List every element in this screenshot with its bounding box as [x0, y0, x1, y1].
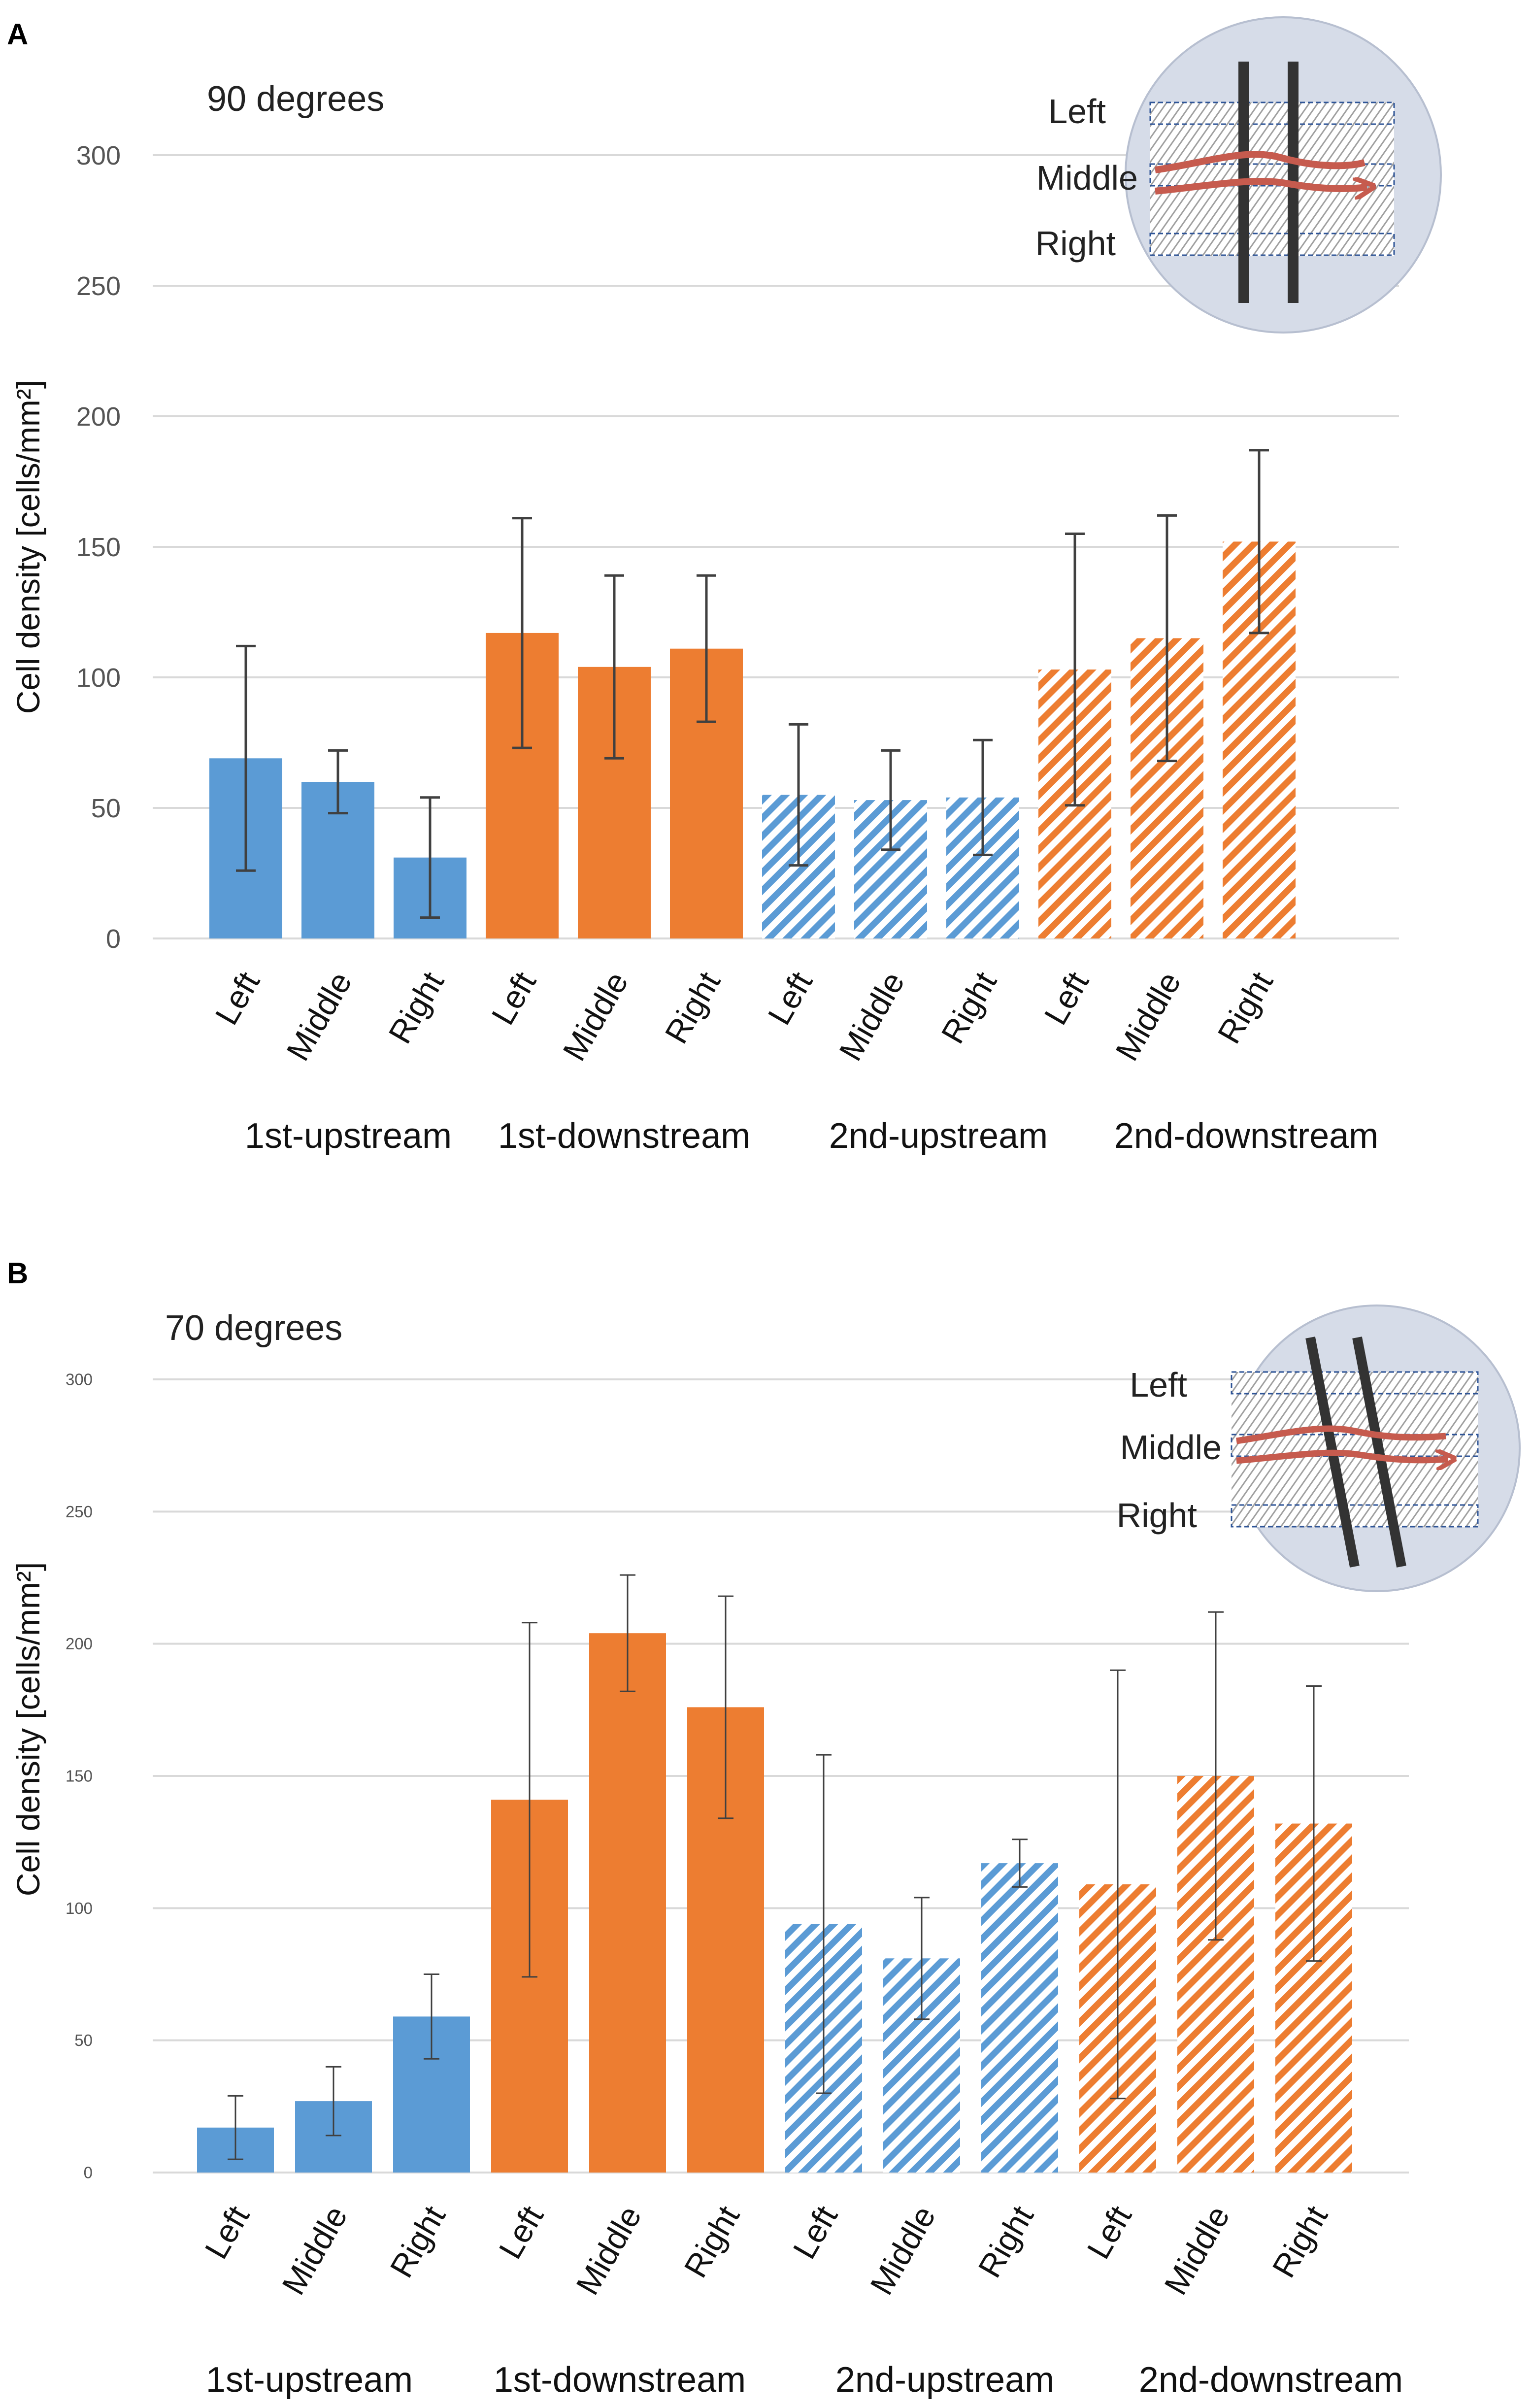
category-label: Right	[383, 2200, 452, 2283]
y-tick-label: 100	[76, 663, 121, 693]
category-label: Middle	[275, 2200, 354, 2301]
category-label: Right	[381, 966, 451, 1049]
panel-a-title: 90 degrees	[207, 79, 384, 119]
panel-b-channel-schematic: Left Middle Right	[1117, 1304, 1521, 1592]
schematic-label-right: Right	[1035, 224, 1116, 263]
schematic-flow-upper	[1236, 1425, 1446, 1444]
category-label: Middle	[863, 2200, 942, 2301]
bar	[589, 1633, 666, 2173]
panel-a-error-bars	[236, 449, 1269, 919]
panel-a: A 90 degrees Cell density [cells/mm²] 0 5…	[7, 16, 1442, 1156]
category-label: Left	[761, 966, 819, 1031]
schematic-channel	[1232, 1372, 1478, 1527]
group-label: 2nd-upstream	[829, 1116, 1048, 1156]
panel-b-y-axis-label: Cell density [cells/mm²]	[10, 1562, 46, 1896]
y-tick-label: 200	[66, 1635, 93, 1653]
schematic-label-right: Right	[1117, 1496, 1197, 1535]
y-tick-label: 300	[76, 141, 121, 170]
schematic-right-region	[1231, 1504, 1479, 1528]
category-label: Right	[971, 2200, 1040, 2283]
schematic-flow-arrow	[1155, 181, 1367, 191]
schematic-right-region	[1149, 233, 1395, 256]
panel-b-title: 70 degrees	[165, 1308, 342, 1348]
schematic-second-barrier	[1352, 1337, 1406, 1568]
y-tick-label: 50	[91, 794, 121, 823]
y-tick-label: 150	[66, 1767, 93, 1785]
bar	[981, 1863, 1058, 2173]
panel-letter-a: A	[7, 18, 28, 51]
category-label: Right	[1265, 2200, 1334, 2283]
group-label: 1st-upstream	[245, 1116, 452, 1156]
y-tick-label: 0	[106, 924, 121, 954]
schematic-label-middle: Middle	[1120, 1428, 1222, 1467]
panel-b-group-labels: 1st-upstream 1st-downstream 2nd-upstream 2n…	[206, 2360, 1403, 2400]
category-label: Middle	[832, 966, 911, 1067]
group-label: 2nd-downstream	[1139, 2360, 1403, 2400]
category-label: Left	[208, 966, 266, 1031]
y-tick-label: 150	[76, 533, 121, 562]
schematic-label-left: Left	[1048, 92, 1106, 131]
category-label: Left	[1037, 966, 1096, 1031]
schematic-left-region	[1149, 101, 1395, 125]
panel-b-error-bars	[228, 1574, 1322, 2160]
group-label: 1st-downstream	[498, 1116, 750, 1156]
category-label: Left	[198, 2200, 256, 2265]
y-tick-label: 0	[84, 2164, 93, 2182]
panel-b-bars	[197, 1633, 1352, 2173]
y-tick-label: 250	[76, 271, 121, 301]
category-label: Right	[658, 966, 727, 1049]
panel-letter-b: B	[7, 1257, 28, 1290]
y-tick-label: 200	[76, 402, 121, 432]
y-tick-label: 100	[66, 1899, 93, 1917]
panel-a-bars	[209, 541, 1296, 938]
category-label: Right	[677, 2200, 746, 2283]
group-label: 1st-downstream	[494, 2360, 746, 2400]
panel-b: B 70 degrees Cell density [cells/mm²] 0 5…	[7, 1257, 1521, 2400]
category-label: Left	[786, 2200, 844, 2265]
panel-b-y-tick-labels: 0 50 100 150 200 250 300	[66, 1371, 93, 2182]
group-label: 1st-upstream	[206, 2360, 413, 2400]
panel-a-group-labels: 1st-upstream 1st-downstream 2nd-upstream 2n…	[245, 1116, 1378, 1156]
schematic-left-region	[1231, 1371, 1479, 1395]
schematic-label-middle: Middle	[1036, 159, 1138, 197]
category-label: Middle	[1108, 966, 1188, 1067]
schematic-flow-arrow	[1236, 1453, 1448, 1461]
group-label: 2nd-downstream	[1114, 1116, 1378, 1156]
group-label: 2nd-upstream	[835, 2360, 1054, 2400]
y-tick-label: 250	[66, 1503, 93, 1521]
schematic-middle-region	[1149, 163, 1395, 187]
panel-b-category-labels: Left Middle Right Left Middle Right Left Middle…	[198, 2200, 1334, 2301]
category-label: Left	[484, 966, 543, 1031]
schematic-label-left: Left	[1130, 1366, 1187, 1404]
category-label: Middle	[569, 2200, 648, 2301]
panel-a-channel-schematic: Left Middle Right	[1035, 16, 1442, 334]
panel-a-y-axis-label: Cell density [cells/mm²]	[10, 380, 46, 714]
category-label: Right	[934, 966, 1003, 1049]
category-label: Middle	[556, 966, 635, 1067]
category-label: Middle	[279, 966, 359, 1067]
category-label: Right	[1210, 966, 1280, 1049]
schematic-flow-upper	[1155, 151, 1365, 173]
category-label: Left	[1080, 2200, 1138, 2265]
panel-a-category-labels: Left Middle Right Left Middle Right Left Middle…	[208, 966, 1280, 1067]
y-tick-label: 300	[66, 1371, 93, 1389]
category-label: Middle	[1157, 2200, 1236, 2301]
category-label: Left	[492, 2200, 550, 2265]
y-tick-label: 50	[74, 2031, 93, 2049]
panel-a-y-tick-labels: 0 50 100 150 200 250 300	[76, 141, 121, 954]
